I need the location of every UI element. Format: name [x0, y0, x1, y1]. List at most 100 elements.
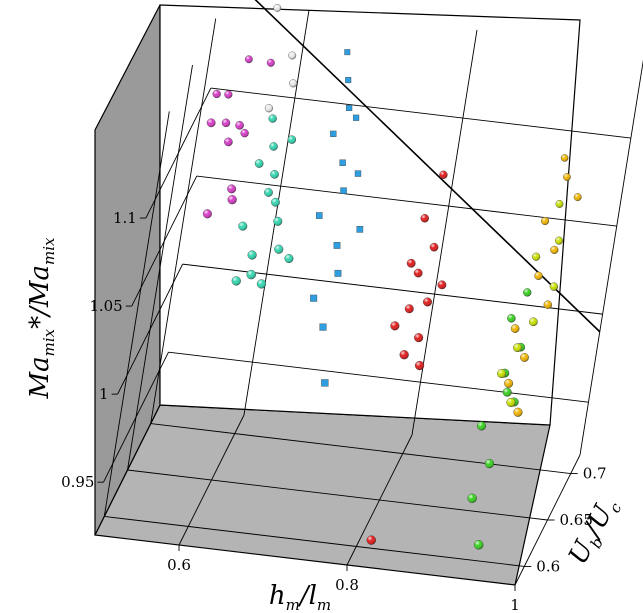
- data-point-shading: [550, 246, 559, 254]
- data-point-shading: [563, 173, 571, 181]
- z-tick-label: 1: [99, 385, 109, 403]
- data-point-shading: [257, 279, 266, 289]
- y-tick-label: 0.6: [536, 557, 560, 575]
- data-point-series-3: [340, 187, 347, 194]
- data-point-shading: [255, 159, 264, 168]
- data-point-shading: [415, 361, 425, 370]
- grid-line-floor-y: [127, 469, 548, 521]
- back-wall-plane: [159, 4, 581, 426]
- data-point-shading: [288, 51, 296, 60]
- data-point-shading: [534, 271, 543, 280]
- data-point-shading: [511, 324, 520, 333]
- data-point-shading: [467, 493, 477, 503]
- data-point-series-3: [319, 323, 327, 331]
- data-point-shading: [532, 252, 541, 261]
- data-point-shading: [289, 79, 297, 88]
- data-point-shading: [507, 314, 516, 323]
- data-point-shading: [543, 300, 552, 309]
- x-axis-title: hm/lm: [269, 581, 331, 613]
- data-point-shading: [269, 142, 278, 151]
- data-point-series-3: [353, 114, 360, 121]
- data-point-shading: [366, 535, 376, 545]
- data-point-shading: [227, 184, 236, 194]
- data-point-shading: [265, 104, 273, 113]
- data-point-series-3: [321, 379, 329, 387]
- data-point-shading: [274, 244, 284, 254]
- data-point-shading: [266, 58, 275, 67]
- data-point-shading: [561, 154, 569, 162]
- grid-line-left-y: [103, 111, 170, 517]
- data-point-shading: [247, 250, 257, 260]
- tick-labels: 0.6 0.8 1 0.6 0.65 0.7 0.95 1 1.05 1.1: [61, 209, 607, 613]
- data-point-shading: [502, 387, 512, 397]
- data-point-series-3: [339, 159, 346, 166]
- data-point-shading: [529, 317, 538, 326]
- data-point-shading: [555, 200, 564, 208]
- grid-lines: [103, 9, 643, 586]
- data-point-shading: [273, 4, 281, 12]
- data-point-shading: [423, 297, 432, 307]
- data-point-series-3: [344, 49, 351, 56]
- x-tick-label: 0.8: [335, 576, 359, 594]
- data-point-shading: [506, 398, 516, 407]
- data-point-series-3: [356, 226, 364, 233]
- data-point-shading: [264, 188, 273, 197]
- data-point-shading: [238, 221, 248, 231]
- data-point-shading: [284, 254, 294, 263]
- x-tick-label: 1: [510, 596, 520, 613]
- grid-line-back-x: [579, 59, 643, 456]
- trend-line: [254, 0, 601, 333]
- grid-line-left-z: [103, 351, 169, 483]
- x-tick-label: 0.6: [167, 556, 191, 574]
- grid-line-back-x: [243, 9, 310, 416]
- grid-line-back-z: [210, 87, 631, 139]
- data-point-series-3: [333, 242, 341, 249]
- data-point-shading: [573, 193, 582, 201]
- grid-line-floor-y: [104, 515, 525, 567]
- data-point-shading: [227, 195, 237, 205]
- data-point-shading: [513, 343, 522, 352]
- y-tick-label: 0.65: [560, 511, 593, 529]
- data-point-shading: [477, 421, 486, 431]
- data-point-shading: [497, 369, 506, 378]
- data-point-series-3: [354, 170, 362, 177]
- data-point-shading: [271, 198, 280, 207]
- data-point-series-3: [334, 269, 342, 277]
- data-point-shading: [245, 55, 253, 64]
- data-point-shading: [484, 459, 494, 469]
- data-point-shading: [224, 137, 233, 147]
- data-point-shading: [523, 288, 532, 297]
- trend-line-group: [254, 0, 601, 333]
- data-point-shading: [405, 304, 414, 314]
- data-point-shading: [235, 121, 244, 130]
- data-point-shading: [212, 89, 221, 98]
- data-point-shading: [520, 353, 529, 362]
- data-point-shading: [414, 333, 423, 343]
- z-tick-label: 0.95: [61, 473, 94, 491]
- z-tick-label: 1.05: [89, 297, 122, 315]
- data-point-shading: [504, 379, 513, 388]
- data-point-series-3: [310, 294, 318, 302]
- data-point-shading: [240, 129, 249, 138]
- data-point-shading: [413, 268, 423, 278]
- data-point-shading: [390, 321, 400, 331]
- grid-line-left-z: [117, 263, 184, 395]
- data-point-shading: [555, 236, 563, 245]
- data-point-series-3: [345, 77, 352, 84]
- data-point-shading: [399, 350, 409, 360]
- data-point-shading: [439, 170, 448, 179]
- grid-line-back-z: [168, 351, 589, 403]
- data-point-shading: [224, 90, 233, 99]
- grid-line-floor-y: [150, 423, 571, 475]
- grid-line-left-y: [150, 18, 217, 424]
- data-point-shading: [231, 276, 241, 286]
- floor-plane: [94, 404, 551, 586]
- grid-line-left-y: [127, 64, 193, 471]
- data-point-shading: [270, 170, 279, 179]
- data-point-shading: [273, 217, 283, 226]
- data-point-shading: [429, 243, 439, 252]
- grid-line-left-z: [131, 175, 198, 307]
- data-point-shading: [437, 280, 447, 290]
- data-point-series-3: [315, 212, 323, 219]
